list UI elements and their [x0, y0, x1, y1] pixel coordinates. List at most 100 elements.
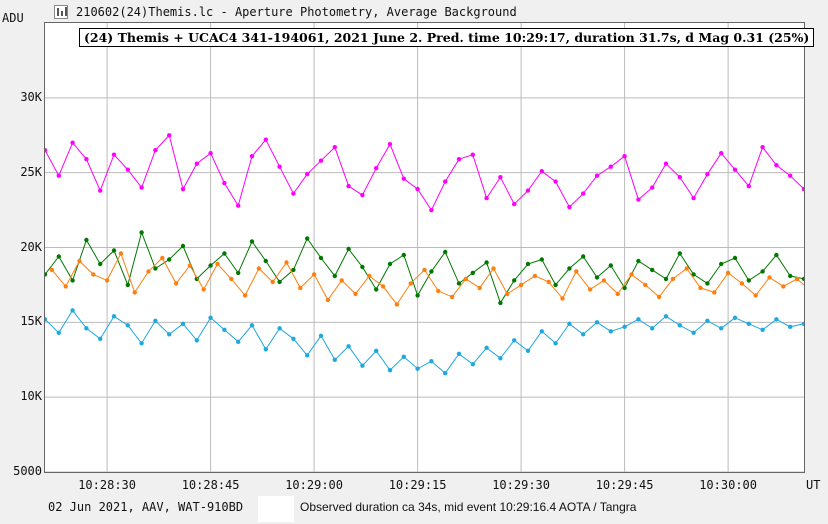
data-point [118, 251, 124, 256]
data-point [98, 188, 103, 193]
data-point [305, 236, 310, 241]
data-point [325, 297, 331, 303]
plot-area [44, 22, 805, 473]
data-point [401, 176, 406, 181]
data-point [249, 239, 255, 244]
data-point [525, 261, 531, 267]
data-point [581, 254, 586, 259]
observation-summary: Observed duration ca 34s, mid event 10:2… [300, 500, 637, 514]
data-point [70, 140, 75, 145]
data-point [346, 344, 351, 349]
data-point [208, 151, 213, 156]
y-tick-label: 20K [20, 239, 42, 254]
data-point [332, 145, 337, 150]
data-point [270, 279, 275, 285]
data-point [587, 287, 593, 292]
data-point [318, 333, 324, 338]
data-point [470, 270, 475, 276]
data-point [650, 267, 655, 273]
series-3 [49, 251, 804, 307]
data-point [111, 152, 117, 157]
data-point [167, 332, 172, 337]
data-point [567, 204, 572, 210]
data-point [180, 186, 186, 192]
data-point [794, 276, 800, 282]
data-point [539, 329, 544, 334]
light-curve-chart [45, 23, 804, 472]
data-point [636, 197, 641, 202]
data-point [374, 287, 379, 292]
data-point [677, 175, 682, 180]
data-point [77, 258, 82, 264]
x-axis-label: UT [806, 478, 821, 492]
data-point [401, 252, 406, 258]
data-point [84, 237, 89, 243]
data-point [567, 266, 572, 271]
data-point [91, 272, 96, 277]
data-point [594, 173, 600, 178]
data-point [719, 151, 724, 156]
data-point [104, 278, 110, 283]
data-point [622, 154, 627, 159]
data-point [477, 285, 482, 291]
data-point [567, 321, 572, 326]
data-point [360, 192, 365, 198]
data-point [194, 161, 199, 166]
data-point [98, 336, 103, 341]
data-point [360, 264, 365, 270]
data-point [374, 166, 379, 171]
data-point [629, 272, 634, 277]
data-point [774, 252, 779, 258]
data-point [705, 172, 710, 177]
data-point [505, 291, 510, 297]
data-point [387, 368, 393, 373]
chart-title: (24) Themis + UCAC4 341-194061, 2021 Jun… [79, 28, 815, 47]
data-point [305, 172, 310, 177]
data-point [760, 327, 765, 332]
data-point [139, 230, 144, 235]
data-point [560, 296, 565, 301]
data-point [153, 148, 158, 153]
data-point [387, 261, 393, 267]
data-point [222, 180, 227, 186]
data-point [594, 320, 600, 325]
data-point [753, 293, 758, 298]
data-point [746, 278, 751, 283]
data-point [512, 338, 517, 343]
data-point [470, 152, 475, 157]
data-point [601, 278, 607, 283]
y-tick-label: 25K [20, 164, 42, 179]
data-point [173, 281, 179, 286]
data-point [498, 300, 503, 306]
data-point [394, 302, 400, 307]
data-point [546, 279, 551, 285]
data-point [663, 161, 669, 166]
data-point [594, 275, 600, 280]
data-point [663, 314, 669, 319]
data-point [56, 330, 61, 335]
observation-info: 02 Jun 2021, AAV, WAT-910BD [48, 500, 244, 514]
data-point [415, 366, 420, 371]
data-point [45, 272, 48, 277]
x-tick-label: 10:28:30 [78, 478, 136, 492]
data-point [305, 353, 310, 358]
data-point [732, 315, 738, 320]
data-point [229, 276, 234, 282]
data-point [698, 285, 703, 291]
data-point [380, 284, 386, 289]
series-2 [45, 230, 804, 306]
data-point [353, 291, 358, 297]
data-point [498, 175, 503, 180]
data-point [456, 351, 462, 356]
data-point [84, 326, 89, 331]
data-point [774, 317, 779, 322]
data-point [298, 285, 303, 291]
data-point [367, 273, 372, 279]
data-point [719, 326, 724, 331]
data-point [622, 324, 627, 329]
data-point [263, 137, 268, 142]
data-point [525, 188, 531, 193]
data-point [463, 276, 469, 282]
data-point [208, 315, 213, 320]
data-point [801, 276, 804, 282]
